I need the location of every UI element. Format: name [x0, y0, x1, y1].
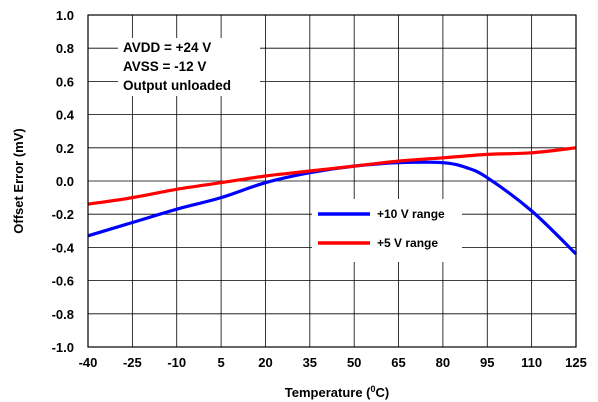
- x-tick-label: 110: [521, 355, 542, 370]
- y-tick-label: 0.6: [56, 74, 74, 89]
- annotation-avdd: AVDD = +24 V: [123, 40, 211, 55]
- x-tick-label: 125: [565, 355, 587, 370]
- x-axis-label-unit: C): [376, 385, 390, 400]
- x-tick-label: 65: [391, 355, 405, 370]
- y-tick-label: -0.8: [52, 307, 74, 322]
- y-tick-label: 0.8: [56, 41, 74, 56]
- y-axis-label: Offset Error (mV): [11, 128, 26, 233]
- y-tick-label: 0.4: [56, 108, 75, 123]
- y-tick-label: -1.0: [52, 340, 74, 355]
- x-tick-label: -40: [79, 355, 98, 370]
- x-tick-labels: -40 -25 -10 5 20 35 50 65 80 95 110 125: [79, 355, 587, 370]
- legend-label-5v: +5 V range: [377, 236, 438, 250]
- x-tick-label: -25: [123, 355, 142, 370]
- x-tick-label: -10: [167, 355, 186, 370]
- annotation-box: AVDD = +24 V AVSS = -12 V Output unloade…: [118, 38, 260, 96]
- annotation-output: Output unloaded: [123, 78, 231, 93]
- series-line-5v-range: [87, 146, 577, 206]
- y-tick-label: -0.2: [52, 207, 74, 222]
- x-tick-label: 35: [303, 355, 317, 370]
- y-tick-label: -0.4: [52, 240, 75, 255]
- x-tick-label: 5: [217, 355, 224, 370]
- legend-label-10v: +10 V range: [377, 207, 445, 221]
- y-tick-label: 0.0: [56, 174, 74, 189]
- annotation-avss: AVSS = -12 V: [123, 59, 206, 74]
- y-tick-labels: 1.0 0.8 0.6 0.4 0.2 0.0 -0.2 -0.4 -0.6 -0.8 -1.0: [52, 8, 75, 355]
- y-tick-label: 0.2: [56, 141, 74, 156]
- x-axis-label: Temperature (0C): [285, 384, 389, 400]
- y-tick-label: 1.0: [56, 8, 74, 23]
- x-tick-label: 80: [436, 355, 450, 370]
- x-tick-label: 50: [347, 355, 361, 370]
- x-axis-label-superscript: 0: [371, 384, 376, 394]
- x-tick-label: 95: [480, 355, 494, 370]
- x-tick-label: 20: [258, 355, 272, 370]
- legend: +10 V range +5 V range: [312, 199, 462, 262]
- series-layer: [87, 146, 578, 256]
- plot-frame: [87, 14, 577, 348]
- x-axis-label-text: Temperature (: [285, 385, 371, 400]
- y-tick-label: -0.6: [52, 274, 74, 289]
